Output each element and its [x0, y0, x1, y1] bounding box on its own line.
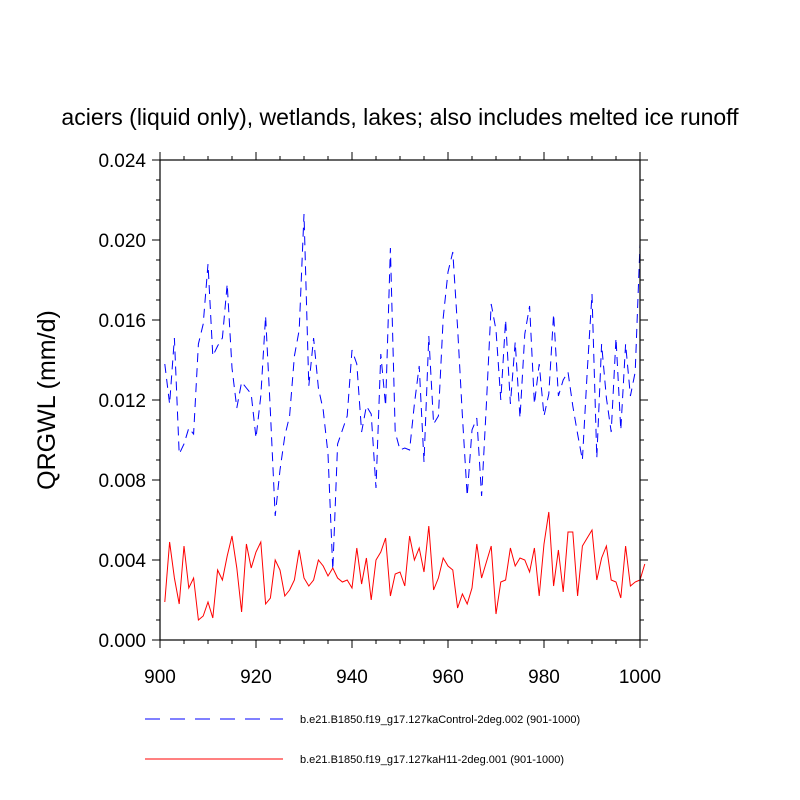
x-tick-label: 1000	[619, 667, 661, 688]
y-tick-label: 0.020	[98, 231, 146, 252]
x-tick-label: 900	[144, 667, 176, 688]
x-tick-label: 920	[240, 667, 272, 688]
y-tick-label: 0.016	[98, 311, 146, 332]
legend-label-1: b.e21.B1850.f19_g17.127kaControl-2deg.00…	[300, 714, 580, 726]
y-tick-label: 0.000	[98, 631, 146, 652]
chart-title: aciers (liquid only), wetlands, lakes; a…	[61, 104, 739, 130]
axis-ticks: 900 920 940 960 980 1000 0.000 0.004 0.008 0.012 0…	[98, 151, 661, 688]
legend: b.e21.B1850.f19_g17.127kaControl-2deg.00…	[145, 714, 580, 766]
series-layer	[164, 213, 646, 621]
x-tick-label: 980	[528, 667, 560, 688]
x-tick-label: 940	[336, 667, 368, 688]
y-tick-label: 0.004	[98, 551, 146, 572]
series-line-2	[164, 511, 646, 621]
y-tick-label: 0.008	[98, 471, 146, 492]
x-tick-label: 960	[432, 667, 464, 688]
series-line-1	[164, 213, 641, 571]
y-axis-label: QRGWL (mm/d)	[33, 310, 61, 490]
plot-frame	[159, 159, 641, 641]
legend-label-2: b.e21.B1850.f19_g17.127kaH11-2deg.001 (9…	[300, 754, 564, 766]
y-tick-label: 0.024	[98, 151, 146, 172]
y-tick-label: 0.012	[98, 391, 146, 412]
